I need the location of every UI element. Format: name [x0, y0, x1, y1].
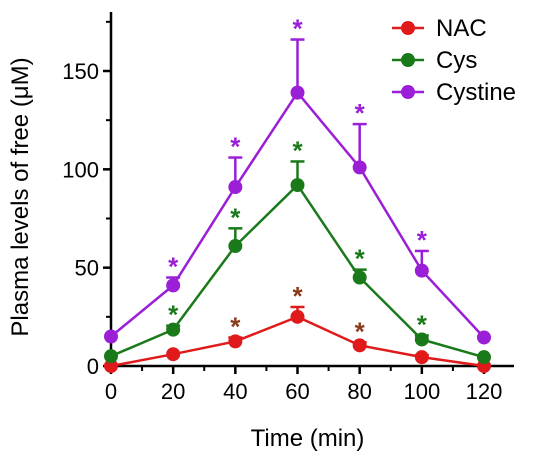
legend-label: Cystine — [436, 79, 516, 106]
data-point — [104, 329, 118, 344]
y-tick-label: 50 — [75, 256, 99, 281]
y-tick-label: 100 — [62, 157, 99, 182]
significance-star: * — [230, 202, 241, 232]
y-tick-label: 0 — [87, 354, 99, 379]
significance-star: * — [168, 300, 179, 330]
legend-label: NAC — [436, 15, 487, 42]
significance-star: * — [355, 316, 366, 346]
significance-star: * — [292, 14, 303, 44]
x-tick-label: 60 — [285, 379, 309, 404]
series-layer: * * * * * * * * * * * * * — [104, 14, 491, 373]
data-point — [352, 270, 367, 285]
legend-marker — [401, 21, 415, 35]
significance-star: * — [355, 244, 366, 274]
series-cystine: * * * * * — [104, 14, 491, 345]
y-tick-label: 150 — [62, 59, 99, 84]
series-nac: * * * — [104, 281, 491, 373]
x-tick-label: 20 — [161, 379, 185, 404]
legend: NAC Cys Cystine — [392, 15, 516, 106]
data-point — [166, 278, 181, 293]
x-tick-label: 80 — [347, 379, 371, 404]
axes: 0 50 100 150 0 20 40 60 80 100 120 — [62, 12, 514, 404]
data-point — [104, 359, 118, 373]
data-point — [228, 239, 243, 254]
significance-star: * — [168, 252, 179, 282]
significance-star: * — [355, 98, 366, 128]
significance-star: * — [292, 281, 303, 311]
data-point — [414, 350, 429, 365]
data-point — [228, 180, 243, 195]
data-point — [414, 332, 429, 347]
x-tick-label: 0 — [105, 379, 117, 404]
data-point — [104, 349, 118, 364]
data-point — [477, 330, 491, 345]
data-point — [166, 322, 181, 337]
y-axis-title: Plasma levels of free (μM) — [7, 57, 34, 336]
data-point — [414, 263, 429, 278]
series-cys: * * * * * — [104, 135, 491, 365]
x-axis-title: Time (min) — [251, 425, 365, 452]
legend-label: Cys — [436, 47, 477, 74]
data-point — [166, 347, 181, 362]
x-tick-label: 40 — [223, 379, 247, 404]
data-point — [290, 85, 305, 100]
legend-marker — [401, 53, 415, 67]
significance-star: * — [230, 132, 241, 162]
significance-star: * — [230, 311, 241, 341]
x-tick-label: 100 — [403, 379, 440, 404]
legend-item-nac: NAC — [392, 15, 487, 42]
significance-star: * — [292, 135, 303, 165]
data-point — [352, 160, 367, 175]
data-point — [352, 338, 367, 353]
legend-item-cys: Cys — [392, 47, 477, 74]
data-point — [477, 350, 491, 365]
significance-star: * — [417, 225, 428, 255]
x-tick-label: 120 — [466, 379, 503, 404]
data-point — [228, 334, 243, 349]
legend-marker — [401, 85, 415, 99]
data-point — [290, 309, 305, 324]
legend-item-cystine: Cystine — [392, 79, 516, 106]
data-point — [290, 178, 305, 193]
significance-star: * — [417, 310, 428, 340]
